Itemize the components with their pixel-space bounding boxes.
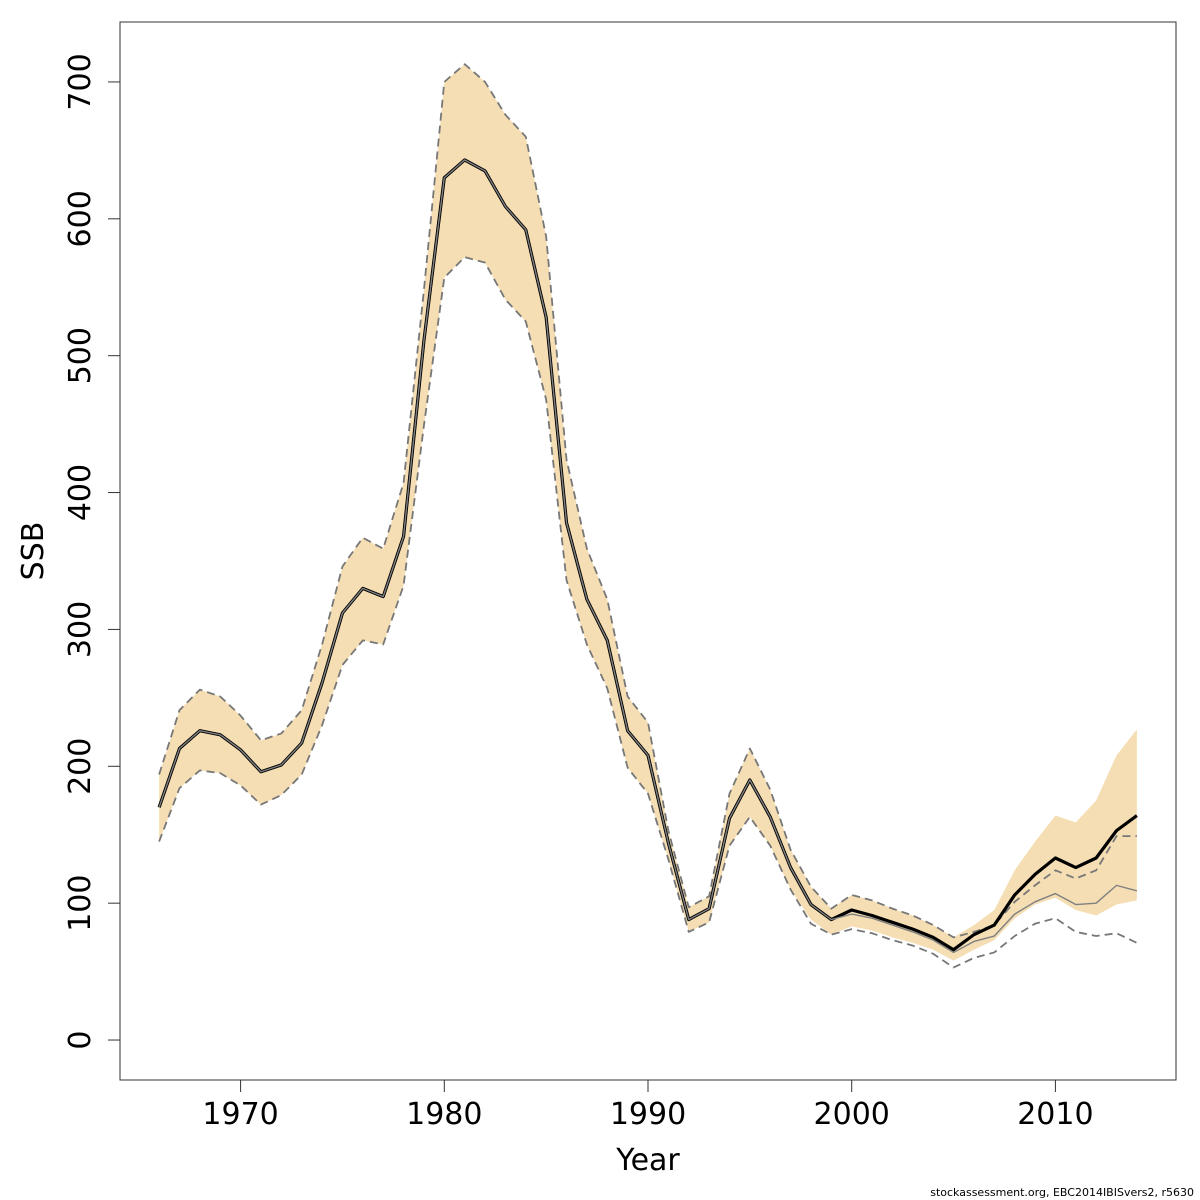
x-tick-label: 2010 — [1017, 1097, 1093, 1132]
confidence-band — [159, 64, 1137, 961]
ssb-line — [157, 158, 1138, 952]
footer: stockassessment.org, EBC2014IBISvers2, r… — [930, 1186, 1194, 1199]
y-tick-label: 100 — [63, 875, 98, 932]
bound-line — [158, 256, 1138, 969]
x-axis-title: Year — [615, 1143, 680, 1178]
y-tick-label: 200 — [63, 738, 98, 795]
x-tick-label: 1980 — [406, 1097, 482, 1132]
bound-line — [158, 63, 1137, 939]
y-tick-label: 500 — [63, 327, 98, 384]
y-tick-label: 300 — [63, 601, 98, 658]
x-tick-label: 1990 — [610, 1097, 686, 1132]
x-tick-label: 2000 — [814, 1097, 890, 1132]
y-axis-title: SSB — [16, 522, 51, 581]
plot-frame — [119, 21, 1177, 1081]
x-tick-label: 1970 — [202, 1097, 278, 1132]
y-tick-label: 700 — [63, 53, 98, 110]
y-tick-label: 400 — [63, 464, 98, 521]
y-tick-label: 0 — [63, 1030, 98, 1049]
ssb-line — [158, 159, 1138, 954]
y-tick-label: 600 — [63, 190, 98, 247]
